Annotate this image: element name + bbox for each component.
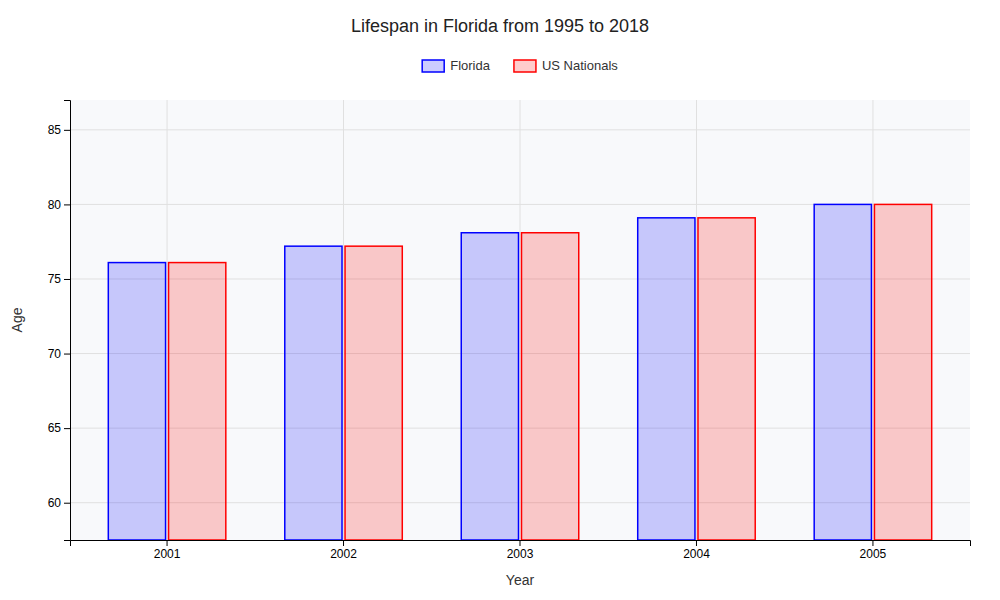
y-tick: 65 xyxy=(48,421,70,435)
bar xyxy=(461,233,518,540)
legend-swatch xyxy=(514,60,536,72)
bar-series xyxy=(108,204,871,540)
y-tick-label: 70 xyxy=(48,347,62,361)
y-tick: 75 xyxy=(48,272,70,286)
x-tick-mark xyxy=(167,540,168,546)
x-tick-label: 2002 xyxy=(330,547,357,561)
x-tick: 2001 xyxy=(154,540,181,561)
x-tick-label: 2004 xyxy=(683,547,710,561)
x-tick-mark xyxy=(696,540,697,546)
bar xyxy=(874,204,931,540)
bar xyxy=(522,233,579,540)
grid-line-x xyxy=(343,100,344,540)
x-tick-mark xyxy=(520,540,521,546)
legend-item: US Nationals xyxy=(514,58,618,73)
x-tick-label: 2003 xyxy=(507,547,534,561)
x-tick-label: 2001 xyxy=(154,547,181,561)
x-tick: 2004 xyxy=(683,540,710,561)
x-tick-mark xyxy=(343,540,344,546)
x-tick-label: 2005 xyxy=(860,547,887,561)
bar xyxy=(285,246,342,540)
y-tick: 80 xyxy=(48,198,70,212)
legend: Florida US Nationals xyxy=(422,58,618,73)
grid-line-x xyxy=(167,100,168,540)
plot-area: 60 65 70 75 80 85 2001 2002 2003 2004 2005 xyxy=(48,100,971,561)
y-axis-line xyxy=(64,101,71,541)
y-tick: 70 xyxy=(48,347,70,361)
y-tick: 60 xyxy=(48,496,70,510)
y-tick-label: 80 xyxy=(48,198,62,212)
chart-title: Lifespan in Florida from 1995 to 2018 xyxy=(351,16,649,36)
x-axis-line xyxy=(71,541,971,547)
x-axis: 2001 2002 2003 2004 2005 xyxy=(71,540,971,561)
legend-swatch xyxy=(422,60,444,72)
y-tick-label: 85 xyxy=(48,123,62,137)
x-tick: 2003 xyxy=(507,540,534,561)
y-tick-label: 65 xyxy=(48,421,62,435)
plot-background xyxy=(70,100,970,540)
bar xyxy=(638,218,695,540)
grid-line-x xyxy=(872,100,873,540)
y-tick-mark xyxy=(64,428,70,429)
x-tick: 2002 xyxy=(330,540,357,561)
y-tick: 85 xyxy=(48,123,70,137)
bar xyxy=(345,246,402,540)
legend-label: US Nationals xyxy=(542,58,618,73)
chart-svg: 60 65 70 75 80 85 2001 2002 2003 2004 2005 Year Age L… xyxy=(0,0,1000,600)
bar xyxy=(169,263,226,540)
bar-series xyxy=(169,204,932,540)
y-tick-mark xyxy=(64,130,70,131)
y-tick-label: 60 xyxy=(48,496,62,510)
y-tick-mark xyxy=(64,204,70,205)
x-axis-title: Year xyxy=(506,572,535,588)
legend-item: Florida xyxy=(422,58,491,73)
bars xyxy=(108,204,931,540)
bar xyxy=(698,218,755,540)
bar xyxy=(814,204,871,540)
y-tick-mark xyxy=(64,503,70,504)
y-tick-mark xyxy=(64,279,70,280)
x-tick-mark xyxy=(872,540,873,546)
y-axis: 60 65 70 75 80 85 xyxy=(48,101,71,541)
grid-line-x xyxy=(520,100,521,540)
y-tick-mark xyxy=(64,354,70,355)
bar xyxy=(108,263,165,540)
chart-container: 60 65 70 75 80 85 2001 2002 2003 2004 2005 Year Age L… xyxy=(0,0,1000,600)
y-axis-title: Age xyxy=(9,307,25,332)
grid xyxy=(70,100,970,540)
grid-line-x xyxy=(696,100,697,540)
legend-label: Florida xyxy=(450,58,491,73)
y-tick-label: 75 xyxy=(48,272,62,286)
x-tick: 2005 xyxy=(860,540,887,561)
